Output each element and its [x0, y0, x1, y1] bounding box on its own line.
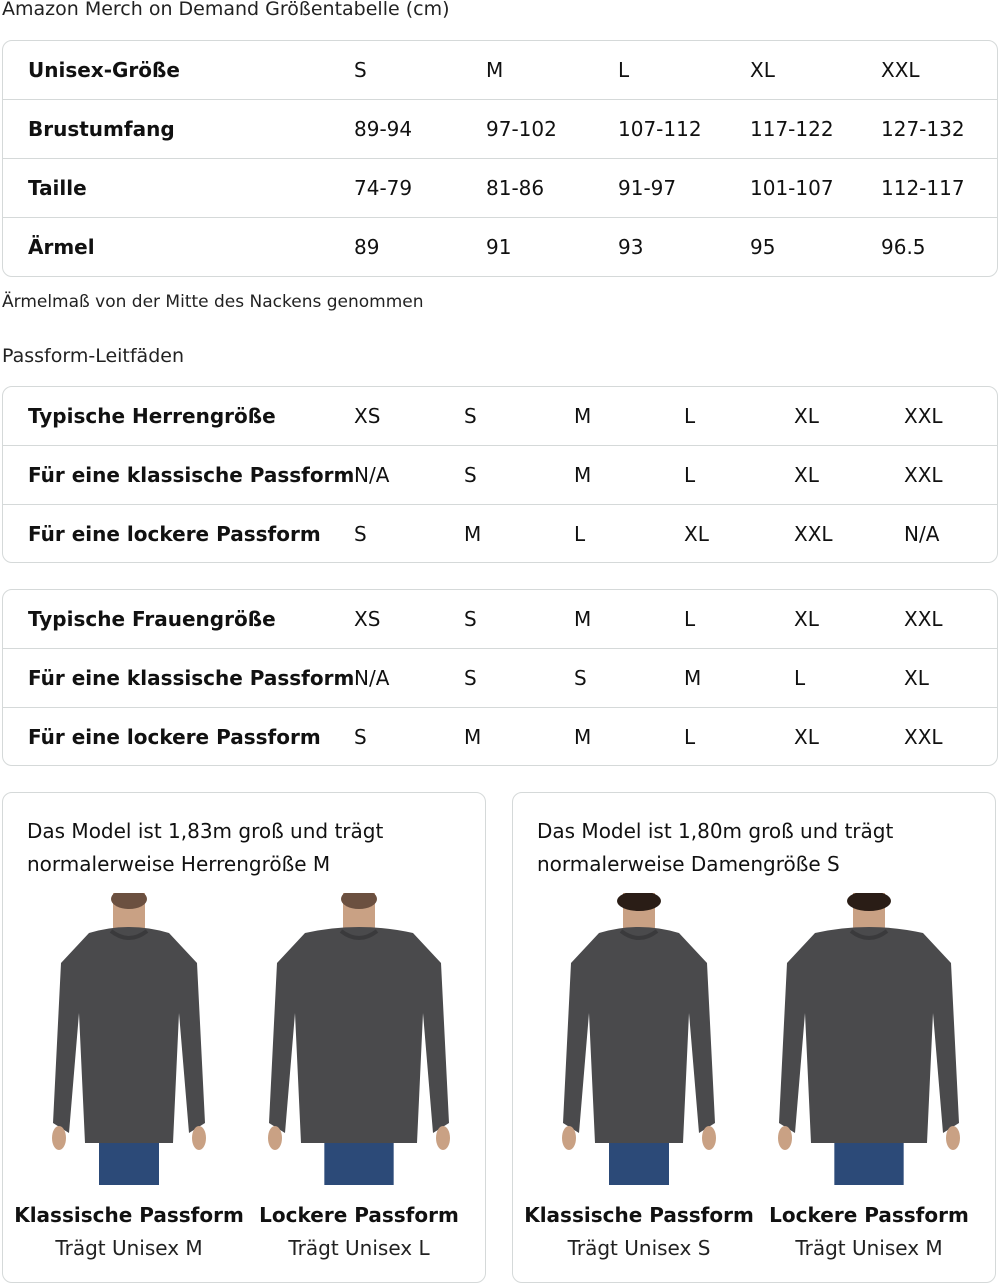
table-row: Ärmel 89 91 93 95 96.5: [3, 218, 997, 276]
cell: L: [684, 404, 696, 428]
cell: M: [574, 607, 592, 631]
classic-fit-photo: [29, 889, 229, 1185]
size-chart-table: Unisex-Größe S M L XL XXL Brustumfang 89-94 97-1…: [2, 40, 998, 277]
cell: 74-79: [354, 176, 413, 200]
cell: XXL: [881, 58, 920, 82]
cell: XXL: [904, 463, 943, 487]
men-fit-table: Typische Herrengröße XS S M L XL XXL Für eine k…: [2, 386, 998, 563]
men-model-card: Das Model ist 1,83m groß und trägt norma…: [2, 792, 486, 1283]
cell: L: [684, 607, 696, 631]
row-label: Typische Herrengröße: [28, 404, 276, 428]
fit-name: Klassische Passform: [14, 1203, 244, 1227]
fit-name: Lockere Passform: [259, 1203, 459, 1227]
cell: 97-102: [486, 117, 557, 141]
fit-size: Trägt Unisex M: [55, 1236, 203, 1260]
cell: XL: [794, 725, 819, 749]
cell: 91-97: [618, 176, 677, 200]
table-row: Für eine lockere Passform S M L XL XXL N/A: [3, 505, 997, 562]
fit-guides-title: Passform-Leitfäden: [2, 345, 184, 367]
fit-name: Lockere Passform: [769, 1203, 969, 1227]
row-label: Für eine lockere Passform: [28, 522, 321, 546]
row-label: Für eine klassische Passform: [28, 666, 355, 690]
loose-fit-photo: [259, 889, 459, 1185]
size-chart-title: Amazon Merch on Demand Größentabelle (cm…: [2, 0, 450, 20]
fit-size: Trägt Unisex L: [288, 1236, 430, 1260]
cell: S: [464, 607, 477, 631]
cell: 81-86: [486, 176, 545, 200]
cell: XXL: [904, 404, 943, 428]
cell: 89-94: [354, 117, 413, 141]
table-row: Brustumfang 89-94 97-102 107-112 117-122 127-…: [3, 100, 997, 159]
cell: XL: [794, 607, 819, 631]
cell: XS: [354, 404, 381, 428]
cell: XL: [750, 58, 775, 82]
cell: M: [574, 725, 592, 749]
fit-name: Klassische Passform: [524, 1203, 754, 1227]
cell: 107-112: [618, 117, 702, 141]
cell: M: [464, 522, 482, 546]
cell: M: [574, 463, 592, 487]
table-row: Für eine klassische Passform N/A S S M L XL: [3, 649, 997, 708]
row-label: Taille: [28, 176, 87, 200]
cell: N/A: [354, 463, 390, 487]
fit-size: Trägt Unisex S: [567, 1236, 711, 1260]
cell: N/A: [904, 522, 940, 546]
cell: L: [794, 666, 806, 690]
loose-fit-photo: [769, 891, 969, 1185]
cell: XXL: [904, 607, 943, 631]
table-row: Typische Frauengröße XS S M L XL XXL: [3, 590, 997, 649]
cell: 96.5: [881, 235, 926, 259]
table-row: Taille 74-79 81-86 91-97 101-107 112-117: [3, 159, 997, 218]
cell: M: [574, 404, 592, 428]
cell: 93: [618, 235, 644, 259]
cell: S: [354, 58, 367, 82]
cell: L: [684, 463, 696, 487]
model-caption: Das Model ist 1,80m groß und trägt norma…: [537, 819, 894, 876]
women-model-card: Das Model ist 1,80m groß und trägt norma…: [512, 792, 996, 1283]
cell: 117-122: [750, 117, 834, 141]
cell: L: [684, 725, 696, 749]
cell: N/A: [354, 666, 390, 690]
cell: L: [618, 58, 630, 82]
cell: 95: [750, 235, 776, 259]
row-label: Für eine lockere Passform: [28, 725, 321, 749]
table-row: Für eine klassische Passform N/A S M L XL XXL: [3, 446, 997, 505]
row-label: Unisex-Größe: [28, 58, 180, 82]
cell: 89: [354, 235, 380, 259]
row-label: Typische Frauengröße: [28, 607, 276, 631]
model-caption: Das Model ist 1,83m groß und trägt norma…: [27, 819, 384, 876]
cell: M: [684, 666, 702, 690]
cell: M: [464, 725, 482, 749]
cell: XL: [794, 404, 819, 428]
cell: S: [464, 463, 477, 487]
table-row: Unisex-Größe S M L XL XXL: [3, 41, 997, 100]
cell: S: [464, 666, 477, 690]
cell: XL: [684, 522, 709, 546]
cell: L: [574, 522, 586, 546]
table-row: Für eine lockere Passform S M M L XL XXL: [3, 708, 997, 765]
row-label: Brustumfang: [28, 117, 175, 141]
row-label: Ärmel: [28, 235, 95, 259]
cell: XS: [354, 607, 381, 631]
cell: S: [354, 522, 367, 546]
row-label: Für eine klassische Passform: [28, 463, 355, 487]
cell: XXL: [794, 522, 833, 546]
women-fit-table: Typische Frauengröße XS S M L XL XXL Für eine k…: [2, 589, 998, 766]
fit-size: Trägt Unisex M: [795, 1236, 943, 1260]
cell: S: [354, 725, 367, 749]
classic-fit-photo: [539, 891, 739, 1185]
cell: 91: [486, 235, 512, 259]
cell: S: [574, 666, 587, 690]
cell: 112-117: [881, 176, 965, 200]
cell: XL: [904, 666, 929, 690]
cell: 101-107: [750, 176, 834, 200]
cell: XL: [794, 463, 819, 487]
cell: 127-132: [881, 117, 965, 141]
table-row: Typische Herrengröße XS S M L XL XXL: [3, 387, 997, 446]
size-chart-note: Ärmelmaß von der Mitte des Nackens genom…: [2, 292, 424, 312]
cell: S: [464, 404, 477, 428]
cell: M: [486, 58, 504, 82]
cell: XXL: [904, 725, 943, 749]
